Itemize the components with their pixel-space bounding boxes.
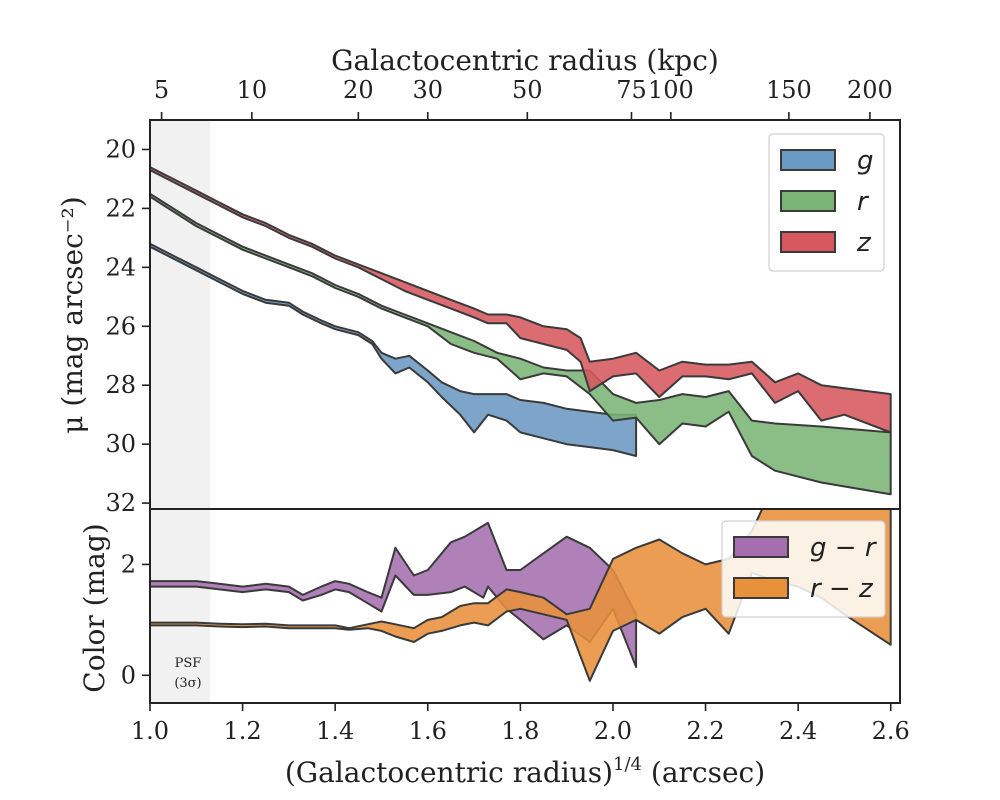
y-tick-label: 32 (105, 489, 136, 517)
y-tick-label: 22 (105, 194, 136, 222)
psf-region-top (150, 120, 211, 509)
legend-swatch (780, 190, 836, 212)
top-tick-label: 5 (154, 76, 169, 104)
top-x-axis-title: Galactocentric radius (kpc) (331, 44, 719, 77)
bottom-x-axis-title-unit: (arcsec) (642, 756, 765, 789)
top-panel-series (150, 166, 892, 496)
legend-label: r (857, 187, 870, 217)
top-tick-label: 20 (343, 76, 374, 104)
y-tick-label: 24 (105, 253, 136, 281)
band-z (150, 166, 892, 434)
top-y-axis-title: μ (mag arcsec⁻²) (56, 196, 89, 433)
top-tick-label: 75 (616, 76, 647, 104)
legend-label: r − z (810, 574, 874, 604)
top-legend: grz (768, 133, 885, 272)
band-g-r (150, 521, 638, 668)
band-r-z (150, 509, 892, 682)
bottom-panel-series (150, 509, 892, 682)
y-tick-label: 30 (105, 430, 136, 458)
top-tick-label: 200 (847, 76, 893, 104)
top-tick-label: 30 (413, 76, 444, 104)
band-g (150, 242, 638, 457)
x-tick-label: 2.4 (779, 717, 817, 745)
x-tick-label: 1.6 (409, 717, 447, 745)
top-tick-label: 150 (766, 76, 812, 104)
x-tick-label: 2.6 (872, 717, 910, 745)
bottom-panel-frame (149, 508, 901, 704)
psf-region-bottom (150, 509, 211, 703)
x-tick-label: 2.0 (594, 717, 632, 745)
legend-label: g (857, 146, 874, 176)
top-tick-label: 50 (512, 76, 543, 104)
y-tick-label: 28 (105, 371, 136, 399)
color-y-tick-label: 2 (121, 550, 136, 578)
bottom-x-axis-title-base: (Galactocentric radius) (285, 756, 613, 789)
y-tick-label: 26 (105, 312, 136, 340)
y-tick-label: 20 (105, 135, 136, 163)
x-tick-label: 1.0 (131, 717, 169, 745)
x-tick-label: 1.2 (224, 717, 262, 745)
color-y-tick-label: 0 (121, 661, 136, 689)
legend-swatch (733, 577, 789, 599)
legend-swatch (780, 149, 836, 171)
top-tick-label: 10 (237, 76, 268, 104)
legend-swatch (733, 536, 789, 558)
band-r (150, 192, 892, 496)
bottom-y-axis-title: Color (mag) (78, 523, 111, 692)
legend-label: z (856, 228, 872, 258)
legend-swatch (780, 231, 836, 253)
bottom-x-axis-title-exponent: 1/4 (613, 754, 642, 775)
psf-label: PSF (175, 656, 202, 671)
x-tick-label: 1.8 (501, 717, 539, 745)
psf-sigma-label: (3σ) (174, 676, 201, 691)
legend-label: g − r (810, 533, 878, 563)
axis-ticks: 1.0 1.2 1.4 1.6 1.8 2.0 2.2 2.4 2.65 10 20 30 50 75 10… (105, 76, 909, 745)
bottom-legend: g − r r − z (721, 520, 886, 618)
bottom-x-axis-title: (Galactocentric radius)1/4 (arcsec) (285, 754, 765, 789)
x-tick-label: 2.2 (686, 717, 724, 745)
x-tick-label: 1.4 (316, 717, 354, 745)
top-tick-label: 100 (648, 76, 694, 104)
